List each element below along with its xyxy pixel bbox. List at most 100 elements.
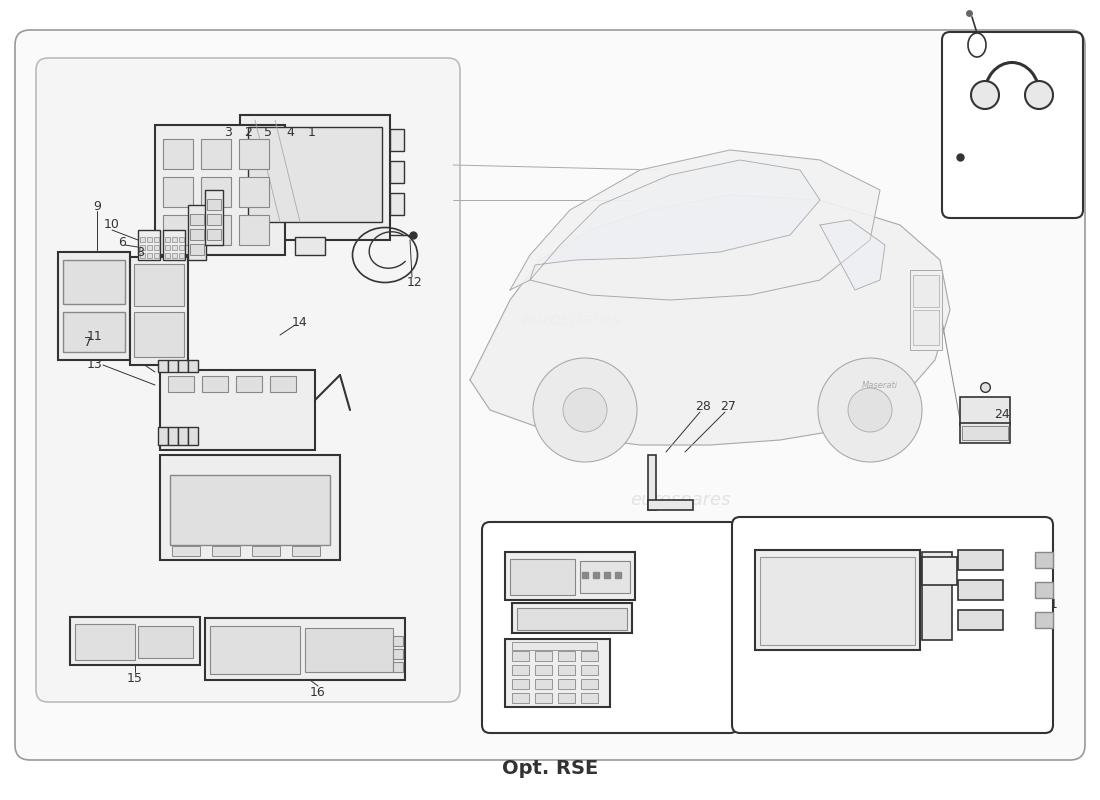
Bar	[239, 139, 270, 169]
Bar	[558, 665, 575, 675]
Bar	[512, 603, 632, 633]
Bar	[580, 561, 630, 593]
Text: 1: 1	[308, 126, 316, 138]
Bar	[535, 665, 552, 675]
Bar	[70, 617, 200, 665]
Bar	[393, 636, 403, 646]
Bar	[505, 552, 635, 600]
Bar	[163, 139, 192, 169]
Bar	[75, 624, 135, 660]
Bar	[201, 177, 231, 207]
Bar	[517, 608, 627, 630]
FancyBboxPatch shape	[942, 32, 1084, 218]
Bar	[535, 651, 552, 661]
Bar	[1035, 552, 1053, 568]
Text: 7: 7	[84, 335, 92, 349]
Bar	[581, 665, 598, 675]
Bar	[158, 427, 168, 445]
Bar	[581, 693, 598, 703]
Bar	[1035, 582, 1053, 598]
Circle shape	[971, 81, 999, 109]
Bar	[205, 190, 223, 245]
Bar	[960, 423, 1010, 443]
Bar	[535, 693, 552, 703]
Bar	[648, 455, 656, 510]
Text: 10: 10	[104, 218, 120, 231]
Bar	[168, 360, 178, 372]
Bar	[158, 360, 168, 372]
Bar	[960, 397, 1010, 425]
Text: 24: 24	[994, 409, 1010, 422]
Bar	[155, 125, 285, 255]
Text: 18: 18	[647, 557, 663, 570]
Bar	[147, 245, 152, 250]
Bar	[201, 215, 231, 245]
Bar	[147, 253, 152, 258]
Text: Maserati: Maserati	[862, 381, 898, 390]
Text: eurospares: eurospares	[629, 491, 730, 509]
Bar	[172, 546, 200, 556]
Circle shape	[563, 388, 607, 432]
Bar	[178, 427, 188, 445]
Bar	[558, 679, 575, 689]
Bar	[168, 427, 178, 445]
Bar	[201, 139, 231, 169]
Bar	[138, 230, 160, 260]
Bar	[140, 253, 145, 258]
FancyBboxPatch shape	[732, 517, 1053, 733]
Bar	[393, 662, 403, 672]
Bar	[958, 580, 1003, 600]
Text: eurospares: eurospares	[160, 521, 261, 539]
Bar	[147, 237, 152, 242]
Bar	[755, 550, 920, 650]
Bar	[190, 214, 204, 225]
Text: 2: 2	[244, 126, 252, 138]
Bar	[270, 376, 296, 392]
Bar	[512, 679, 529, 689]
Bar	[160, 455, 340, 560]
Bar	[140, 237, 145, 242]
Text: eurospares: eurospares	[169, 221, 271, 239]
Bar	[239, 177, 270, 207]
Bar	[172, 253, 177, 258]
Text: 27: 27	[720, 401, 736, 414]
Text: 19: 19	[650, 598, 666, 611]
Text: 16: 16	[310, 686, 326, 698]
Polygon shape	[820, 220, 886, 290]
Text: 26: 26	[1052, 186, 1068, 198]
Bar	[172, 245, 177, 250]
Bar	[179, 237, 184, 242]
Text: 23: 23	[880, 543, 895, 557]
Bar	[188, 205, 206, 260]
Bar	[207, 214, 221, 225]
Bar	[390, 193, 404, 215]
Bar	[160, 370, 315, 450]
Bar	[207, 229, 221, 240]
Bar	[240, 115, 390, 240]
Text: 23: 23	[880, 658, 895, 671]
Text: 6: 6	[118, 235, 125, 249]
Circle shape	[818, 358, 922, 462]
FancyBboxPatch shape	[36, 58, 460, 702]
Bar	[581, 679, 598, 689]
Bar	[295, 237, 324, 255]
Bar	[163, 177, 192, 207]
Bar	[962, 426, 1008, 440]
Bar	[138, 626, 192, 658]
Bar	[390, 129, 404, 151]
Bar	[581, 651, 598, 661]
Text: 21: 21	[1042, 598, 1058, 611]
Text: 28: 28	[695, 401, 711, 414]
Bar	[188, 427, 198, 445]
Bar	[163, 215, 192, 245]
Bar	[190, 229, 204, 240]
Bar	[178, 360, 188, 372]
Bar	[154, 253, 160, 258]
Text: eurospares: eurospares	[519, 311, 620, 329]
Bar	[165, 253, 170, 258]
Bar	[512, 693, 529, 703]
Bar	[165, 237, 170, 242]
Bar	[210, 626, 300, 674]
Polygon shape	[470, 195, 950, 445]
Bar	[134, 312, 184, 357]
